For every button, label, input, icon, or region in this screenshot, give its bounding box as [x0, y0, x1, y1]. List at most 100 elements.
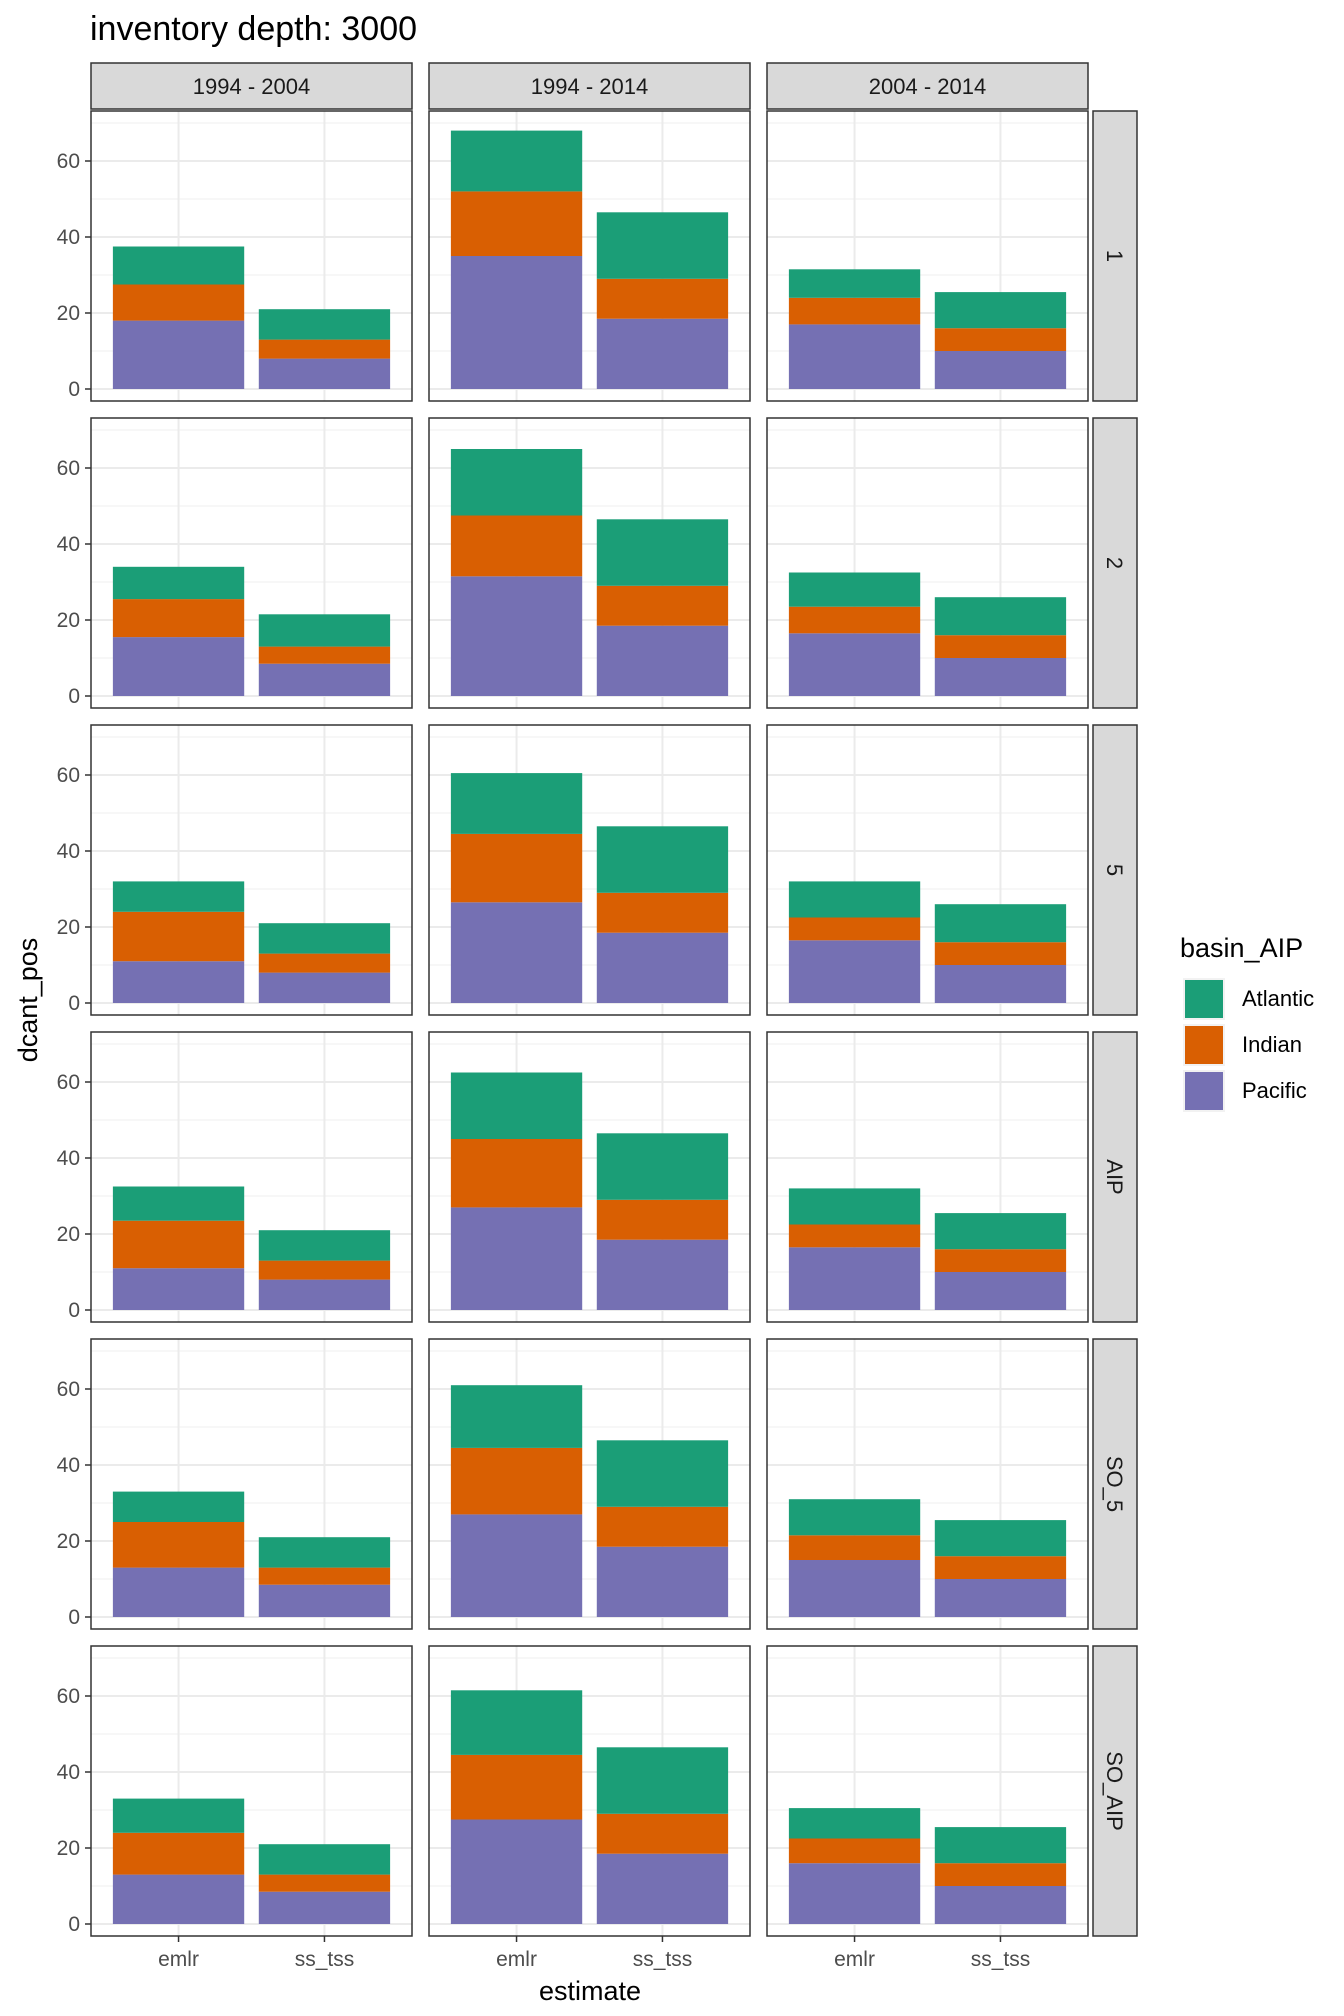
bar-ss-tss-pacific — [258, 358, 391, 389]
bar-ss-tss-atlantic — [596, 1440, 729, 1507]
column-strip-box — [90, 62, 413, 110]
bar-emlr-atlantic — [788, 881, 921, 918]
x-tick-label: emlr — [834, 1948, 875, 1971]
bar-emlr-atlantic — [450, 1690, 583, 1755]
bar-ss-tss-indian — [258, 1567, 391, 1585]
row-strip-box — [1092, 110, 1138, 402]
panel-border — [428, 1031, 751, 1323]
bar-emlr-indian — [450, 1754, 583, 1820]
panel-aip-1994-2004: 0 20 40 60 — [57, 1031, 413, 1323]
bar-ss-tss-indian — [596, 585, 729, 626]
panel-border — [766, 1338, 1089, 1630]
bar-emlr-pacific — [450, 256, 583, 389]
row-strip-aip: AIP — [1092, 1031, 1138, 1323]
column-strip-1994-2014: 1994 - 2014 — [428, 62, 751, 110]
x-axis-title: estimate — [539, 1976, 641, 2006]
bar-emlr-indian — [112, 599, 245, 638]
bar-ss-tss-atlantic — [934, 1520, 1067, 1557]
x-tick-label: ss_tss — [633, 1948, 693, 1971]
panel-border — [90, 1645, 413, 1937]
bar-ss-tss-pacific — [258, 1279, 391, 1310]
bar-ss-tss-atlantic — [934, 1213, 1067, 1250]
bar-ss-tss-indian — [258, 646, 391, 664]
bar-emlr-pacific — [788, 1247, 921, 1310]
bar-ss-tss-atlantic — [596, 1133, 729, 1200]
bar-emlr-pacific — [112, 1874, 245, 1924]
panel-5-2004-2014 — [766, 724, 1089, 1016]
bar-emlr-atlantic — [450, 773, 583, 834]
legend-item-pacific: Pacific — [1183, 1070, 1307, 1112]
bar-ss-tss-atlantic — [934, 597, 1067, 636]
row-strip-box — [1092, 724, 1138, 1016]
y-tick-label: 60 — [57, 764, 80, 787]
panel-so-5-2004-2014 — [766, 1338, 1089, 1630]
panel-border — [428, 110, 751, 402]
bar-emlr-atlantic — [788, 1188, 921, 1225]
row-strip-label: AIP — [1102, 1159, 1127, 1194]
y-tick-label: 20 — [57, 302, 80, 325]
bar-ss-tss-atlantic — [934, 1827, 1067, 1864]
y-tick-label: 20 — [57, 916, 80, 939]
bar-ss-tss-atlantic — [596, 212, 729, 279]
bar-emlr-atlantic — [788, 572, 921, 607]
legend-key-swatch — [1185, 1026, 1223, 1064]
panel-2-1994-2014 — [428, 417, 751, 709]
bar-ss-tss-pacific — [596, 932, 729, 1003]
bar-emlr-indian — [788, 606, 921, 634]
y-tick-label: 20 — [57, 1837, 80, 1860]
x-tick-label: ss_tss — [971, 1948, 1031, 1971]
bar-emlr-pacific — [450, 902, 583, 1003]
bar-ss-tss-pacific — [596, 1546, 729, 1617]
panel-border — [766, 1031, 1089, 1323]
bar-ss-tss-atlantic — [258, 1537, 391, 1568]
y-tick-label: 0 — [68, 1606, 80, 1629]
panel-border — [428, 417, 751, 709]
bar-ss-tss-atlantic — [596, 519, 729, 586]
bar-ss-tss-pacific — [934, 351, 1067, 389]
row-strip-so-aip: SO_AIP — [1092, 1645, 1138, 1937]
panel-border — [766, 110, 1089, 402]
bar-emlr-indian — [112, 1522, 245, 1568]
panel-so-aip-2004-2014: emlr ss_tss — [766, 1645, 1089, 1971]
panel-so-5-1994-2004: 0 20 40 60 — [57, 1338, 413, 1630]
bar-ss-tss-indian — [258, 1260, 391, 1280]
x-tick-label: emlr — [158, 1948, 199, 1971]
bar-ss-tss-pacific — [934, 1272, 1067, 1310]
panel-border — [90, 1031, 413, 1323]
bar-ss-tss-indian — [934, 1863, 1067, 1886]
legend-title: basin_AIP — [1180, 933, 1303, 963]
bar-emlr-pacific — [450, 1514, 583, 1617]
bar-emlr-pacific — [450, 576, 583, 696]
panel-border — [90, 1338, 413, 1630]
row-strip-label: 1 — [1102, 250, 1127, 262]
bar-emlr-atlantic — [112, 881, 245, 912]
panel-1-1994-2004: 0 20 40 60 — [57, 110, 413, 402]
y-tick-label: 0 — [68, 378, 80, 401]
row-strip-2: 2 — [1092, 417, 1138, 709]
bar-ss-tss-atlantic — [258, 923, 391, 954]
y-tick-label: 0 — [68, 992, 80, 1015]
bar-ss-tss-atlantic — [258, 1230, 391, 1261]
panel-border — [428, 1645, 751, 1937]
row-strip-label: SO_5 — [1102, 1456, 1127, 1512]
y-tick-label: 40 — [57, 1761, 80, 1784]
bar-emlr-atlantic — [450, 449, 583, 516]
y-tick-label: 60 — [57, 150, 80, 173]
bar-emlr-pacific — [112, 1268, 245, 1310]
bar-ss-tss-atlantic — [596, 1747, 729, 1814]
y-tick-label: 60 — [57, 1071, 80, 1094]
y-tick-label: 20 — [57, 1530, 80, 1553]
legend-key-swatch — [1185, 980, 1223, 1018]
row-strip-label: SO_AIP — [1102, 1751, 1127, 1830]
bar-ss-tss-pacific — [934, 1579, 1067, 1617]
y-tick-label: 40 — [57, 1454, 80, 1477]
column-strip-label: 1994 - 2004 — [193, 74, 310, 99]
panel-2-1994-2004: 0 20 40 60 — [57, 417, 413, 709]
y-tick-label: 60 — [57, 1685, 80, 1708]
bar-emlr-indian — [788, 1535, 921, 1560]
bar-emlr-pacific — [112, 320, 245, 389]
panel-border — [90, 724, 413, 1016]
bar-emlr-indian — [788, 1838, 921, 1864]
bar-ss-tss-indian — [596, 1506, 729, 1547]
